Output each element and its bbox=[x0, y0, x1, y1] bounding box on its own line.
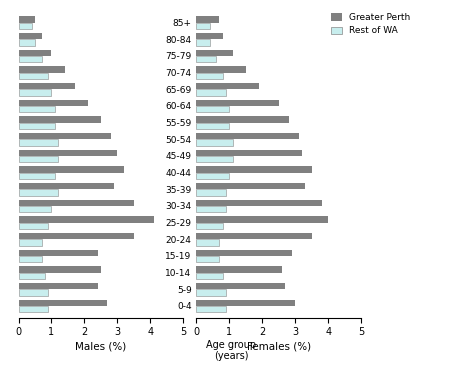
Bar bbox=[196, 106, 229, 112]
Bar bbox=[19, 56, 42, 62]
Bar bbox=[19, 283, 98, 289]
Bar bbox=[196, 123, 229, 129]
Bar bbox=[196, 116, 288, 123]
Bar bbox=[19, 250, 98, 256]
Bar bbox=[19, 100, 88, 106]
Bar bbox=[19, 189, 58, 196]
Bar bbox=[196, 266, 282, 273]
Bar bbox=[196, 256, 219, 262]
Bar bbox=[196, 39, 210, 46]
Bar bbox=[19, 150, 117, 156]
Text: Age group
(years): Age group (years) bbox=[206, 340, 257, 361]
Bar bbox=[196, 289, 226, 296]
Bar bbox=[19, 39, 35, 46]
Bar bbox=[196, 33, 223, 39]
Bar bbox=[19, 233, 134, 239]
Bar bbox=[19, 200, 134, 206]
Bar bbox=[196, 173, 229, 179]
Bar bbox=[19, 66, 65, 73]
Bar bbox=[196, 150, 302, 156]
Bar bbox=[196, 250, 292, 256]
Bar bbox=[196, 300, 295, 306]
Bar bbox=[19, 239, 42, 246]
Bar bbox=[19, 83, 75, 89]
Bar bbox=[196, 100, 279, 106]
Bar bbox=[196, 206, 226, 212]
Bar bbox=[196, 23, 210, 29]
Bar bbox=[19, 139, 58, 146]
Bar bbox=[196, 50, 233, 56]
Bar bbox=[19, 216, 154, 223]
Bar bbox=[196, 239, 219, 246]
Bar bbox=[19, 256, 42, 262]
Bar bbox=[19, 306, 48, 312]
Bar bbox=[19, 223, 48, 229]
Bar bbox=[19, 16, 35, 23]
Bar bbox=[19, 123, 55, 129]
Bar bbox=[196, 283, 285, 289]
Bar bbox=[196, 56, 216, 62]
Bar bbox=[19, 183, 114, 189]
Bar bbox=[19, 23, 31, 29]
Bar bbox=[19, 273, 45, 279]
Bar bbox=[19, 106, 55, 112]
Bar bbox=[196, 89, 226, 96]
Bar bbox=[196, 133, 299, 139]
Bar bbox=[196, 166, 312, 173]
Bar bbox=[19, 50, 51, 56]
Bar bbox=[196, 273, 223, 279]
Bar bbox=[196, 216, 328, 223]
Bar bbox=[19, 116, 101, 123]
X-axis label: Females (%): Females (%) bbox=[247, 341, 311, 351]
Bar bbox=[19, 289, 48, 296]
Bar bbox=[19, 73, 48, 79]
Bar bbox=[19, 300, 107, 306]
Bar bbox=[196, 139, 233, 146]
Bar bbox=[19, 206, 51, 212]
Bar bbox=[19, 33, 42, 39]
Bar bbox=[19, 173, 55, 179]
Bar bbox=[19, 89, 51, 96]
Bar bbox=[196, 233, 312, 239]
Bar bbox=[196, 200, 322, 206]
Bar bbox=[19, 156, 58, 162]
Bar bbox=[196, 16, 219, 23]
Bar bbox=[196, 66, 246, 73]
Bar bbox=[196, 73, 223, 79]
X-axis label: Males (%): Males (%) bbox=[75, 341, 126, 351]
Bar bbox=[196, 306, 226, 312]
Bar bbox=[196, 83, 259, 89]
Bar bbox=[196, 223, 223, 229]
Bar bbox=[19, 166, 124, 173]
Legend: Greater Perth, Rest of WA: Greater Perth, Rest of WA bbox=[328, 9, 414, 39]
Bar bbox=[196, 156, 233, 162]
Bar bbox=[196, 183, 305, 189]
Bar bbox=[196, 189, 226, 196]
Bar bbox=[19, 266, 101, 273]
Bar bbox=[19, 133, 111, 139]
